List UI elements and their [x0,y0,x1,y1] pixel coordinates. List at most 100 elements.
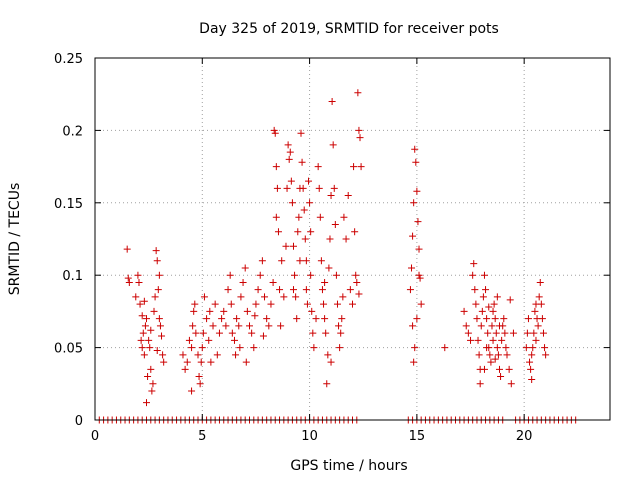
data-point [269,278,277,286]
data-point [263,315,271,323]
data-point [224,286,232,294]
data-point [309,329,317,337]
data-point [500,315,508,323]
data-point [300,206,308,214]
plot-frame [94,57,611,421]
data-point [327,358,335,366]
data-point [213,351,221,359]
data-point [487,358,495,366]
data-point [296,257,304,265]
data-point [321,315,329,323]
data-point [156,322,164,330]
data-point [328,97,336,105]
data-point [478,307,486,315]
data-point [411,145,419,153]
data-point [413,187,421,195]
data-point [353,278,361,286]
data-point [307,228,315,236]
data-point [273,184,281,192]
data-point [297,129,305,137]
data-point [207,358,215,366]
data-point [349,300,356,308]
data-point [476,380,484,388]
data-point [323,380,331,388]
data-point [236,344,244,352]
data-point [248,329,256,337]
data-point [141,322,149,330]
data-point [417,300,425,308]
data-point [259,332,267,340]
data-point [228,329,236,337]
data-point [302,257,310,265]
data-point [324,351,332,359]
data-point [321,278,329,286]
data-point [329,141,337,149]
data-point [469,271,477,279]
data-point [495,322,503,330]
data-point [254,286,262,294]
data-point [507,380,515,388]
data-point [292,293,300,301]
data-point [136,300,144,308]
data-point [134,271,142,279]
data-point [494,351,502,359]
data-point [226,271,234,279]
data-point [250,344,258,352]
data-point [530,329,538,337]
data-point [415,245,423,253]
data-point [150,307,158,315]
y-axis-label: SRMTID / TECUs [7,183,23,296]
data-point [316,213,324,221]
data-point [332,271,340,279]
data-point [523,329,531,337]
data-point [310,344,318,352]
data-point [301,235,309,243]
data-point [132,293,140,301]
data-point [258,257,266,265]
data-point [143,315,150,323]
x-tick-label: 10 [301,429,318,444]
data-point [267,300,275,308]
data-point [218,315,226,323]
data-point [488,322,496,330]
data-point [203,315,211,323]
data-point [191,300,199,308]
data-point [277,322,285,330]
data-point [289,286,297,294]
data-point [251,312,259,320]
y-tick-label: 0.1 [62,269,83,284]
data-point [242,358,250,366]
data-point [153,346,161,354]
data-point [497,373,505,381]
data-point [493,293,501,301]
data-point [473,315,481,323]
data-point [296,184,304,192]
data-point [344,192,352,200]
data-point [294,228,302,236]
data-point [306,199,314,207]
data-point [288,199,296,207]
data-point [501,329,509,337]
data-point [252,300,260,308]
data-point [412,158,420,166]
data-point [140,297,148,305]
data-point [124,274,132,282]
data-point [314,163,322,171]
data-point [351,228,359,236]
data-point [183,358,191,366]
data-point [215,329,223,337]
data-point [467,336,475,344]
data-point [491,355,499,363]
data-point [475,351,483,359]
data-point [289,242,297,250]
data-point [276,286,284,294]
data-point [139,329,147,337]
data-point [354,89,362,97]
data-point [495,365,503,373]
data-point [477,322,485,330]
data-point [413,315,421,323]
data-point [189,322,197,330]
data-point [489,307,497,315]
data-point [243,307,251,315]
data-point [416,274,424,282]
